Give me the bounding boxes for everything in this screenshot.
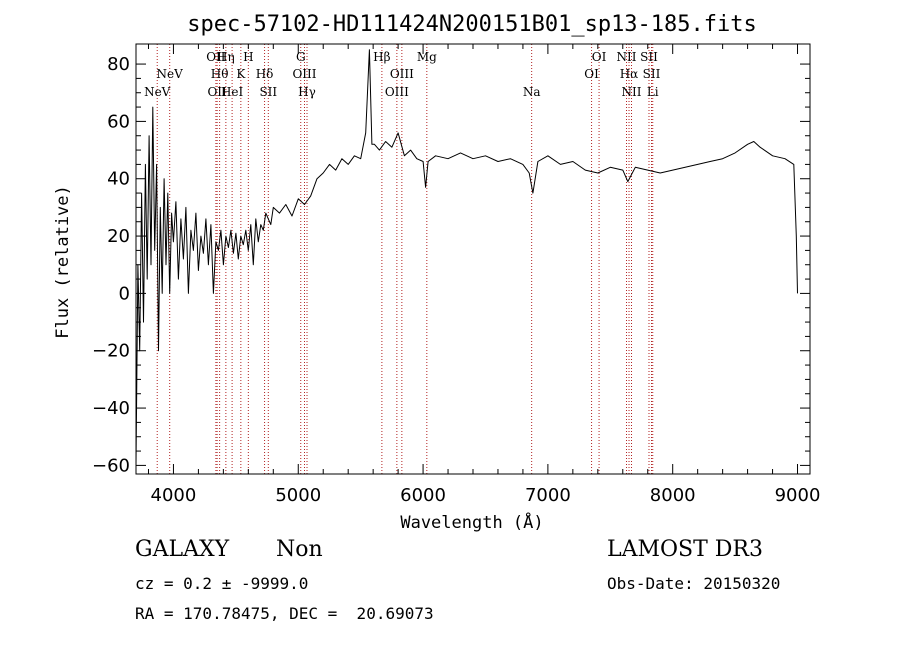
spectral-line-label: Na — [523, 85, 541, 99]
spectral-line-label: OII — [206, 50, 226, 64]
spectral-line-label: SII — [640, 50, 658, 64]
y-tick-label: 40 — [107, 169, 130, 190]
x-tick-label: 5000 — [275, 485, 321, 506]
y-tick-label: −60 — [92, 455, 130, 476]
spectral-line-label: Hβ — [373, 50, 390, 64]
x-tick-label: 7000 — [525, 485, 571, 506]
x-axis-ticks: 4000 5000 6000 7000 8000 9000 — [147, 44, 821, 506]
spectral-line-label: H — [243, 50, 253, 64]
spectral-line-label: Hη — [217, 50, 235, 64]
spectral-line-label: SII — [259, 85, 277, 99]
spectral-line-label: OI — [592, 50, 607, 64]
spectral-line-label: OII — [207, 85, 227, 99]
x-tick-label: 6000 — [400, 485, 446, 506]
x-axis-label: Wavelength (Å) — [400, 511, 543, 533]
y-axis-label: Flux (relative) — [53, 185, 73, 339]
spectral-line-label: Hδ — [256, 67, 274, 81]
spectral-line-label: OIII — [292, 67, 316, 81]
spectral-line-label: G — [296, 50, 306, 64]
spectral-line-label: NeV — [157, 67, 184, 81]
spectral-line-label: OIII — [385, 85, 409, 99]
object-class: GALAXY — [135, 537, 230, 562]
coordinates: RA = 170.78475, DEC = 20.69073 — [135, 604, 434, 623]
spectral-line-label: NII — [617, 50, 637, 64]
y-tick-label: 80 — [107, 54, 130, 75]
y-tick-label: 20 — [107, 226, 130, 247]
redshift-info: cz = 0.2 ± -9999.0 — [135, 574, 309, 593]
spectral-line-labels: NeVNeVOIIOIIHθHηHeIKHHδSIIGOIIIHγHβOIIIO… — [144, 50, 661, 99]
spectral-line-label: NII — [622, 85, 642, 99]
spectral-line-label: SII — [643, 67, 661, 81]
x-tick-label: 9000 — [775, 485, 821, 506]
spectral-line-label: Hγ — [298, 85, 316, 99]
observation-date: Obs-Date: 20150320 — [607, 574, 781, 593]
spectral-line-label: NeV — [144, 85, 171, 99]
spectral-line-label: OI — [584, 67, 599, 81]
x-tick-label: 8000 — [650, 485, 696, 506]
plot-frame — [135, 43, 811, 475]
x-tick-label: 4000 — [151, 485, 197, 506]
spectral-line-label: HeI — [221, 85, 244, 99]
y-tick-label: −20 — [92, 341, 130, 362]
y-tick-label: 60 — [107, 111, 130, 132]
spectral-line-label: Hα — [620, 67, 639, 81]
spectrum-line — [135, 49, 798, 466]
object-subclass: Non — [276, 537, 323, 562]
spectral-line-markers — [156, 44, 654, 474]
spectral-line-label: Hθ — [211, 67, 229, 81]
chart-title: spec-57102-HD111424N200151B01_sp13-185.f… — [187, 12, 757, 37]
spectral-line-label: K — [236, 67, 246, 81]
spectral-line-label: Mg — [417, 50, 437, 64]
y-tick-label: 0 — [119, 283, 130, 304]
spectrum-series — [135, 49, 798, 466]
survey-name: LAMOST DR3 — [607, 537, 763, 562]
spectral-line-label: Li — [647, 85, 659, 99]
spectral-line-label: OIII — [390, 67, 414, 81]
y-tick-label: −40 — [92, 398, 130, 419]
y-axis-ticks: −60 −40 −20 0 20 40 60 80 — [92, 54, 810, 476]
